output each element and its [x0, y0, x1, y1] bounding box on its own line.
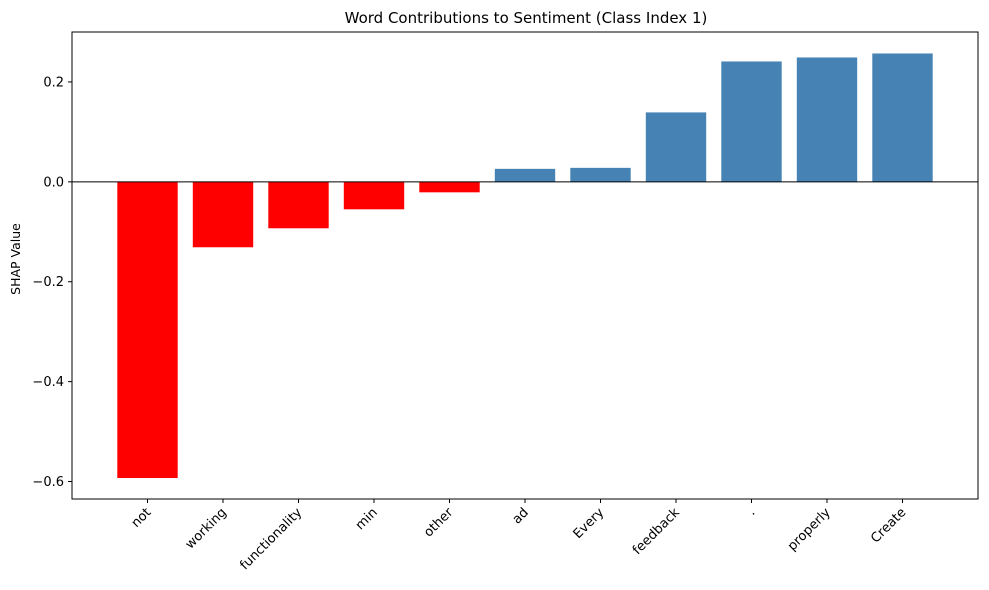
y-tick-label: 0.0	[43, 175, 64, 190]
x-tick-label: ad	[510, 505, 532, 527]
bar-10	[872, 53, 933, 182]
y-tick-label: −0.4	[32, 375, 64, 390]
bar-0	[117, 181, 178, 479]
x-tick-label: other	[421, 505, 457, 541]
x-tick-label: Every	[571, 505, 608, 542]
x-ticks-group: not working functionality min other ad Every fe…	[129, 499, 909, 573]
bar-6	[570, 167, 631, 182]
bar-8	[721, 61, 782, 182]
x-tick-label: not	[129, 505, 155, 531]
bar-5	[494, 168, 556, 182]
bar-4	[419, 181, 480, 193]
y-axis-label: SHAP Value	[8, 223, 23, 295]
bar-2	[268, 181, 329, 229]
y-tick-label: −0.6	[32, 475, 64, 490]
y-tick-label: −0.2	[32, 275, 64, 290]
bars-group	[117, 53, 933, 479]
x-tick-label: feedback	[630, 505, 683, 558]
x-tick-label: working	[183, 505, 230, 552]
y-tick-label: 0.2	[43, 75, 64, 90]
plot-frame	[71, 31, 979, 500]
x-tick-label: .	[745, 505, 759, 519]
x-tick-label: functionality	[237, 505, 305, 573]
bar-1	[192, 181, 254, 248]
bar-9	[796, 57, 858, 182]
chart-title: Word Contributions to Sentiment (Class I…	[345, 9, 708, 27]
x-tick-label: Create	[868, 505, 909, 546]
bar-3	[343, 181, 405, 210]
y-ticks-group: −0.6 −0.4 −0.2 0.0 0.2	[32, 75, 72, 490]
x-tick-label: properly	[785, 505, 834, 554]
x-tick-label: min	[353, 505, 381, 533]
bar-7	[645, 112, 707, 182]
